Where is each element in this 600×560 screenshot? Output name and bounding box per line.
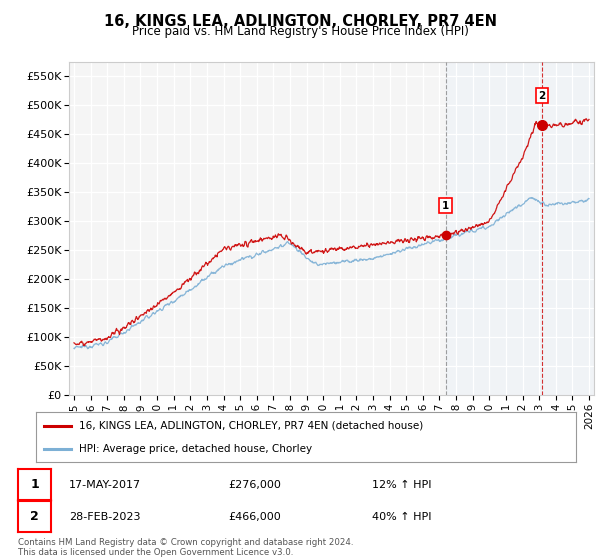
Text: 16, KINGS LEA, ADLINGTON, CHORLEY, PR7 4EN (detached house): 16, KINGS LEA, ADLINGTON, CHORLEY, PR7 4…	[79, 421, 424, 431]
Text: 16, KINGS LEA, ADLINGTON, CHORLEY, PR7 4EN: 16, KINGS LEA, ADLINGTON, CHORLEY, PR7 4…	[104, 14, 497, 29]
Text: HPI: Average price, detached house, Chorley: HPI: Average price, detached house, Chor…	[79, 445, 313, 454]
Text: 1: 1	[442, 201, 449, 211]
Text: 28-FEB-2023: 28-FEB-2023	[69, 512, 140, 521]
Text: £276,000: £276,000	[228, 480, 281, 489]
Text: 1: 1	[30, 478, 39, 491]
Text: 40% ↑ HPI: 40% ↑ HPI	[372, 512, 431, 521]
Text: 17-MAY-2017: 17-MAY-2017	[69, 480, 141, 489]
Text: Contains HM Land Registry data © Crown copyright and database right 2024.
This d: Contains HM Land Registry data © Crown c…	[18, 538, 353, 557]
Text: £466,000: £466,000	[228, 512, 281, 521]
Bar	[446, 62, 600, 395]
Text: 2: 2	[538, 91, 545, 101]
Text: Price paid vs. HM Land Registry's House Price Index (HPI): Price paid vs. HM Land Registry's House …	[131, 25, 469, 38]
Text: 12% ↑ HPI: 12% ↑ HPI	[372, 480, 431, 489]
Text: 2: 2	[30, 510, 39, 523]
